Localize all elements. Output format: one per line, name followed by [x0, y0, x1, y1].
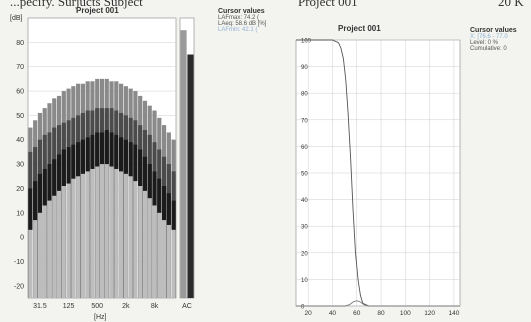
spectrum-bar [152, 205, 157, 298]
spectrum-bar [76, 176, 81, 298]
spectrum-y-tick-label: -20 [14, 283, 24, 290]
distribution-x-tick-label: 40 [329, 310, 337, 317]
distribution-x-tick-label: 120 [424, 310, 435, 317]
spectrum-x-tick-label: 125 [63, 303, 75, 310]
spectrum-bar [99, 164, 105, 298]
spectrum-x-tick-label: 31.5 [33, 303, 47, 310]
cursor-values-title-2: Cursor values [470, 27, 517, 34]
ac-label: AC [182, 303, 192, 310]
distribution-chart-panel: Project 001 0 10 20 30 40 50 60 70 80 90 100 20 40 60… [270, 0, 466, 322]
cursor-value-level: Level: 0 % [470, 40, 499, 46]
cumulative-line [296, 39, 460, 307]
cursor-values-panel-1: Cursor values LAFmax: 74.2 ( LAeq: 58.6 … [218, 8, 304, 33]
spectrum-y-tick-label: 30 [16, 162, 24, 169]
ac-bar [180, 30, 187, 298]
cursor-values-panel-2: Cursor values X: [76.6 - 77.0 Level: 0 %… [470, 27, 530, 52]
spectrum-bar [114, 168, 119, 298]
cursor-value-lafmin: LAFmin: 42.1 ( [218, 27, 258, 33]
spectrum-bar [95, 166, 100, 298]
spectrum-bar [66, 183, 71, 298]
header-left-text: ...pecify. Surjucts Subject [10, 0, 143, 9]
spectrum-y-tick-label: 60 [16, 89, 24, 96]
spectrum-x-tick-label: 500 [91, 303, 103, 310]
distribution-y-tick-label: 60 [301, 145, 308, 151]
distribution-y-tick-label: 70 [301, 118, 308, 124]
spectrum-y-tick-label: 20 [16, 186, 24, 193]
distribution-chart-title: Project 001 [338, 24, 381, 33]
spectrum-bar [166, 224, 171, 298]
cursor-value-laeq: LAeq: 58.6 dB [%] [218, 21, 267, 27]
distribution-y-tick-label: 40 [301, 198, 308, 204]
spectrum-y-tick-label: 80 [16, 40, 24, 47]
spectrum-bar [52, 195, 57, 298]
distribution-x-tick-label: 100 [400, 310, 411, 317]
spectrum-x-unit: [Hz] [94, 314, 107, 321]
spectrum-x-tick-label: 8k [151, 303, 159, 310]
distribution-x-tick-label: 80 [377, 310, 385, 317]
spectrum-y-tick-label: 70 [16, 64, 24, 71]
distribution-x-tick-label: 20 [305, 310, 313, 317]
spectrum-bar [123, 173, 128, 298]
spectrum-bar [85, 171, 90, 298]
distribution-y-tick-label: 20 [301, 251, 308, 257]
distribution-y-tick-label: 90 [301, 65, 308, 71]
distribution-y-tick-label: 10 [301, 278, 308, 284]
spectrum-chart: 80 70 60 50 40 30 20 10 0 -10 -20 31.5 125 500 2k 8k AC [14, 17, 195, 310]
spectrum-bar [119, 171, 124, 298]
spectrum-bar [71, 178, 76, 298]
distribution-y-tick-label: 0 [301, 305, 305, 311]
spectrum-bar [142, 190, 148, 298]
spectrum-bar [138, 186, 143, 298]
spectrum-bar [161, 220, 167, 298]
spectrum-chart-panel: Project 001 [dB] [Hz] 80 70 60 50 40 30 20 10 0 -… [0, 0, 200, 322]
spectrum-bar [109, 166, 114, 298]
spectrum-y-tick-label: 10 [16, 210, 24, 217]
cursor-value-x: X: [76.6 - 77.0 [470, 34, 508, 40]
ac-bar [187, 54, 194, 298]
distribution-line [296, 300, 460, 307]
spectrum-y-unit: [dB] [10, 15, 23, 22]
spectrum-bar [157, 212, 162, 298]
spectrum-bar [104, 164, 109, 298]
spectrum-bar [56, 190, 62, 298]
spectrum-bar [171, 229, 176, 298]
distribution-x-tick-label: 60 [353, 310, 361, 317]
spectrum-bar [37, 212, 43, 298]
spectrum-x-tick-label: 2k [122, 303, 130, 310]
spectrum-y-tick-label: -10 [14, 259, 24, 266]
spectrum-bar [61, 186, 66, 298]
spectrum-y-tick-label: 50 [16, 113, 24, 120]
header-center-text: Project 001 [298, 0, 358, 9]
spectrum-bar [147, 198, 152, 298]
spectrum-bar [28, 229, 33, 298]
distribution-y-tick-label: 100 [301, 39, 312, 45]
spectrum-bar [80, 173, 85, 298]
distribution-chart: 0 10 20 30 40 50 60 70 80 90 100 20 40 60 80 100 120 140 [295, 39, 461, 317]
spectrum-y-tick-label: 0 [20, 235, 24, 242]
spectrum-chart-title: Project 001 [76, 6, 119, 15]
spectrum-bar [90, 168, 95, 298]
cursor-values-title-1: Cursor values [218, 8, 265, 15]
spectrum-y-tick-label: 40 [16, 137, 24, 144]
header-right-text: 20 K [498, 0, 524, 9]
cursor-value-lafmax: LAFmax: 74.2 ( [218, 15, 260, 21]
distribution-y-tick-label: 50 [301, 172, 308, 178]
spectrum-bar [133, 181, 138, 298]
distribution-x-tick-label: 140 [448, 310, 459, 317]
cursor-value-cumulative: Cumulative: 0 [470, 46, 507, 52]
spectrum-bar [42, 205, 47, 298]
spectrum-bar [47, 200, 52, 298]
spectrum-bar [33, 220, 38, 298]
distribution-y-tick-label: 80 [301, 92, 308, 98]
spectrum-bar [128, 176, 133, 298]
distribution-y-tick-label: 30 [301, 225, 308, 231]
